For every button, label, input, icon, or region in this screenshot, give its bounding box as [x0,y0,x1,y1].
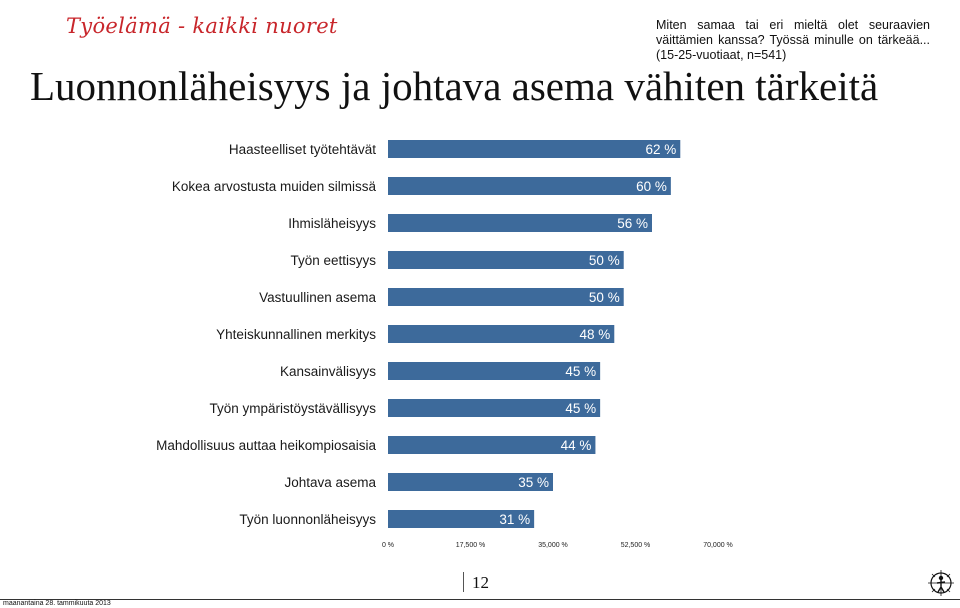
category-label: Johtava asema [284,475,376,490]
brand-title: Työelämä - kaikki nuoret [66,14,338,38]
data-label: 35 % [518,475,549,490]
survey-question: Miten samaa tai eri mieltä olet seuraavi… [656,18,930,62]
category-label: Ihmisläheisyys [288,216,376,231]
bar [388,399,601,417]
bar [388,251,624,269]
data-label: 60 % [636,179,667,194]
category-label: Mahdollisuus auttaa heikompiosaisia [156,438,376,453]
x-tick-label: 52,500 % [621,542,651,549]
data-label: 56 % [617,216,648,231]
bar [388,510,535,528]
bottom-rule [0,599,960,600]
x-tick-label: 17,500 % [456,542,486,549]
data-label: 48 % [580,327,611,342]
data-label: 50 % [589,253,620,268]
bar [388,473,553,491]
data-label: 45 % [565,364,596,379]
date-stamp: maanantaina 28. tammikuuta 2013 [3,600,111,607]
bar-chart: Haasteelliset työtehtävät 62 % Kokea arvos… [156,140,733,549]
bar [388,177,671,195]
bar [388,325,615,343]
category-label: Vastuullinen asema [259,290,376,305]
category-label: Kokea arvostusta muiden silmissä [172,179,377,194]
data-label: 31 % [499,512,530,527]
category-label: Työn ympäristöystävällisyys [209,401,376,416]
data-label: 44 % [561,438,592,453]
bar [388,140,681,158]
x-tick-label: 70,000 % [703,542,733,549]
bar [388,214,652,232]
bar [388,436,596,454]
data-label: 50 % [589,290,620,305]
category-label: Haasteelliset työtehtävät [229,142,376,157]
bar [388,288,624,306]
x-tick-label: 0 % [382,542,394,549]
data-label: 45 % [565,401,596,416]
page-number-divider [463,572,464,592]
category-label: Yhteiskunnallinen merkitys [216,327,376,342]
page-number: 12 [472,573,489,592]
page-title: Luonnonläheisyys ja johtava asema vähite… [30,63,879,109]
category-label: Työn luonnonläheisyys [239,512,376,527]
category-label: Työn eettisyys [290,253,376,268]
category-label: Kansainvälisyys [280,364,376,379]
x-tick-label: 35,000 % [538,542,568,549]
compass-figure-icon [928,570,954,596]
data-label: 62 % [646,142,677,157]
bar [388,362,601,380]
